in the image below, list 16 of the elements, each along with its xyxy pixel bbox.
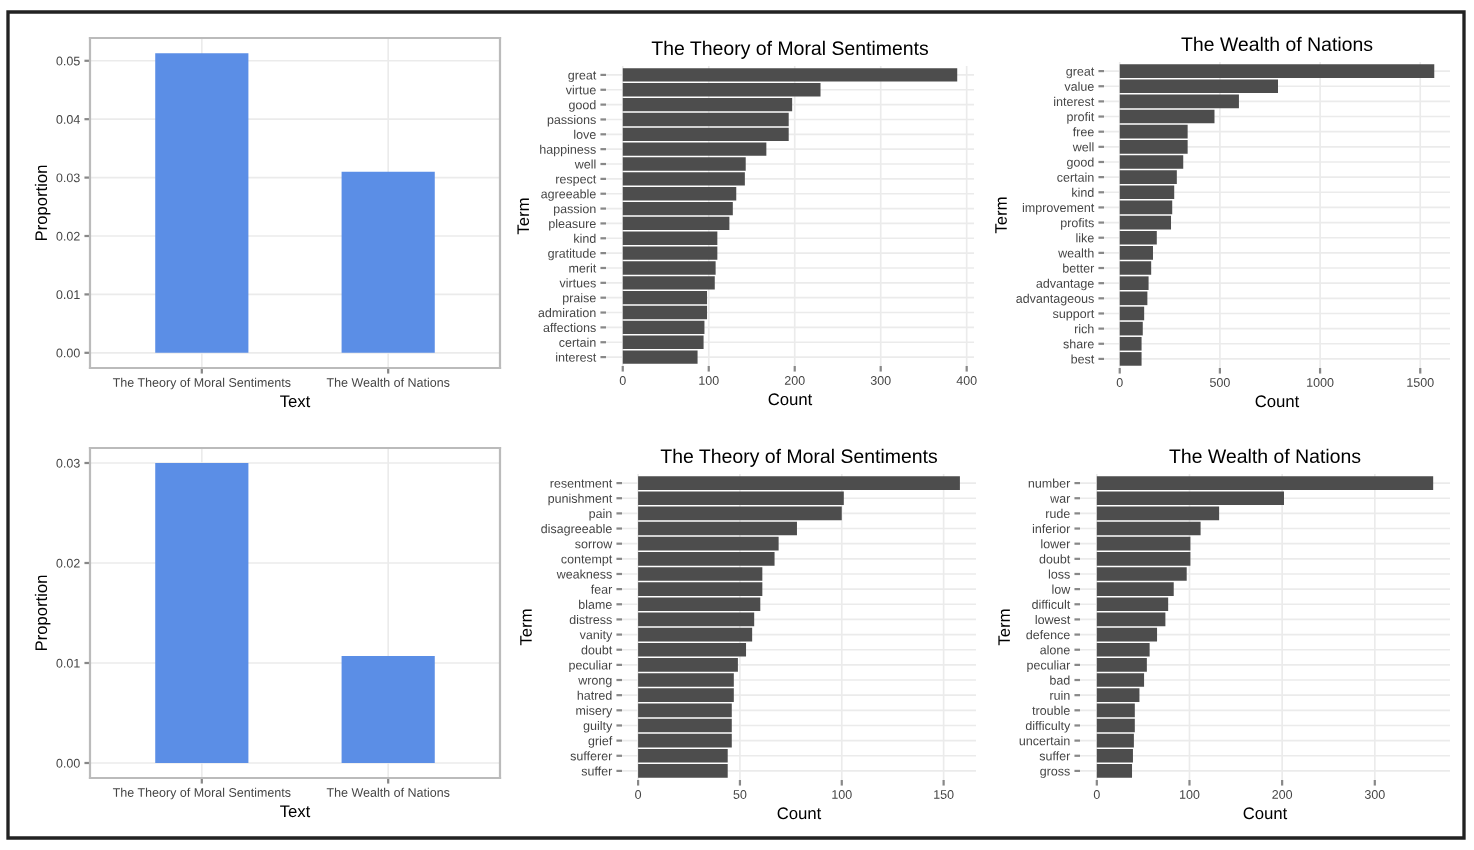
x-axis-title: Count [777, 807, 822, 820]
y-axis-title: Proportion [34, 165, 51, 241]
y-axis-title: Term [995, 197, 1007, 234]
x-axis-title: Text [280, 805, 311, 818]
y-axis-title: Term [998, 609, 1011, 646]
chart-title: The Theory of Moral Sentiments [660, 448, 938, 467]
x-axis-title: Count [1243, 807, 1288, 820]
y-axis-title: Term [517, 198, 530, 235]
chart-title: The Theory of Moral Sentiments [651, 40, 929, 59]
x-axis-title: Count [1255, 395, 1300, 408]
x-axis-title: Count [768, 393, 813, 406]
chart-title: The Wealth of Nations [1181, 36, 1373, 52]
y-axis-title: Proportion [34, 575, 51, 651]
chart-title: The Wealth of Nations [1169, 448, 1361, 464]
y-axis-title: Term [520, 609, 532, 646]
x-axis-title: Text [280, 395, 311, 408]
